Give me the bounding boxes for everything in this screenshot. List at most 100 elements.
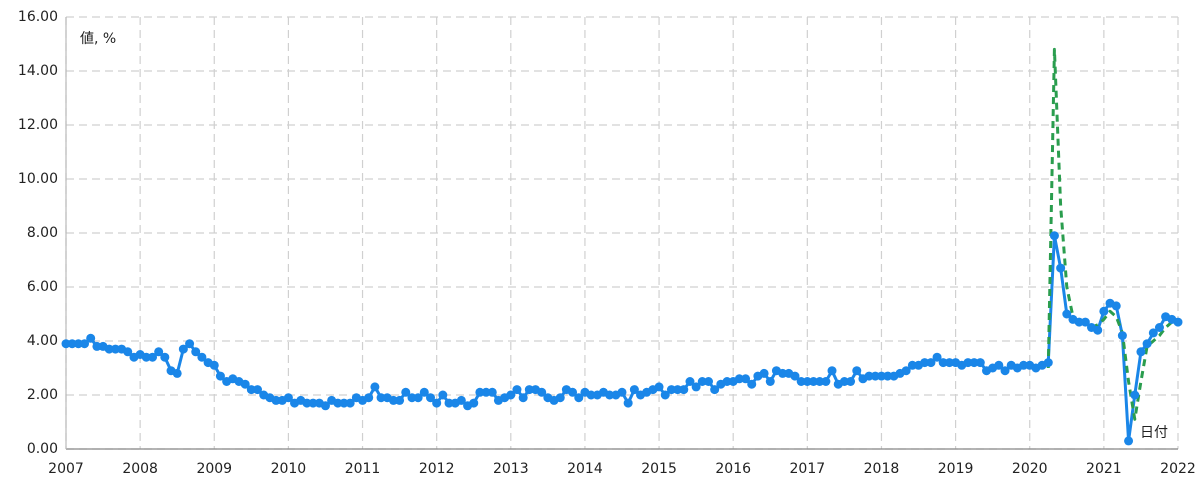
data-point	[876, 371, 886, 381]
data-point	[1056, 263, 1066, 273]
data-point	[759, 368, 769, 378]
data-point	[148, 352, 158, 362]
data-point	[1019, 360, 1029, 370]
data-point	[685, 377, 695, 386]
data-point	[994, 360, 1004, 370]
data-point	[1080, 317, 1090, 327]
data-point	[320, 401, 330, 411]
data-point	[864, 371, 874, 381]
data-point	[469, 398, 479, 408]
data-point	[629, 385, 639, 395]
data-point	[1062, 309, 1072, 319]
data-point	[518, 393, 528, 403]
y-tick-label: 4.00	[27, 333, 58, 349]
data-point	[765, 377, 775, 386]
y-tick-label: 0.00	[27, 441, 58, 457]
data-point	[419, 387, 429, 397]
data-point	[110, 344, 120, 354]
data-point	[512, 385, 522, 395]
data-point	[252, 385, 262, 395]
data-point	[73, 339, 83, 349]
data-point	[481, 387, 491, 397]
data-point	[1043, 358, 1053, 368]
y-tick-label: 12.00	[18, 117, 58, 133]
data-point	[1173, 317, 1183, 327]
data-point	[141, 352, 151, 362]
plot	[61, 47, 1183, 446]
data-point	[555, 393, 565, 403]
data-point	[401, 387, 411, 397]
data-point	[938, 358, 948, 368]
data-point	[537, 387, 547, 397]
data-point	[666, 385, 676, 395]
data-point	[944, 358, 954, 368]
x-tick-label: 2012	[419, 461, 455, 477]
data-point	[852, 366, 862, 376]
data-point	[1093, 325, 1103, 335]
data-point	[741, 374, 751, 384]
y-tick-label: 6.00	[27, 279, 58, 295]
x-tick-label: 2021	[1086, 461, 1122, 477]
x-tick-label: 2017	[790, 461, 826, 477]
data-point	[345, 398, 355, 408]
data-point	[926, 358, 936, 368]
data-point	[691, 382, 701, 392]
data-point	[407, 393, 417, 403]
data-point	[1124, 436, 1134, 446]
y-tick-label: 2.00	[27, 387, 58, 403]
x-tick-label: 2011	[345, 461, 381, 477]
data-point	[710, 385, 720, 395]
data-point	[154, 347, 164, 357]
data-point	[506, 390, 516, 400]
data-point	[1074, 317, 1084, 327]
data-point	[975, 358, 985, 368]
data-point	[475, 387, 485, 397]
data-point	[487, 387, 497, 397]
y-tick-label: 8.00	[27, 225, 58, 241]
x-tick-label: 2016	[715, 461, 751, 477]
data-point	[778, 368, 788, 378]
x-tick-label: 2010	[271, 461, 307, 477]
x-tick-label: 2019	[938, 461, 974, 477]
data-point	[623, 398, 633, 408]
data-point	[240, 379, 250, 389]
data-point	[1000, 366, 1010, 376]
data-point	[364, 393, 374, 403]
x-tick-label: 2009	[196, 461, 232, 477]
data-point	[524, 385, 534, 395]
data-point	[734, 374, 744, 384]
y-axis-label: 値, %	[80, 31, 116, 47]
data-point	[870, 371, 880, 381]
data-point	[654, 382, 664, 392]
series-line	[1046, 47, 1179, 421]
data-point	[333, 398, 343, 408]
data-point	[605, 390, 615, 400]
data-point	[86, 333, 96, 343]
data-point	[160, 352, 170, 362]
data-point	[722, 377, 732, 386]
data-point	[1142, 339, 1152, 349]
y-tick-label: 16.00	[18, 9, 58, 25]
data-point	[907, 360, 917, 370]
data-point	[883, 371, 893, 381]
data-point	[808, 377, 818, 386]
data-point	[790, 371, 800, 381]
data-point	[1111, 301, 1121, 311]
data-point	[104, 344, 114, 354]
data-point	[438, 390, 448, 400]
data-point	[679, 385, 689, 395]
data-point	[1148, 328, 1158, 338]
data-point	[821, 377, 831, 386]
data-point	[370, 382, 380, 392]
data-point	[1099, 306, 1109, 316]
data-point	[901, 366, 911, 376]
data-point	[697, 377, 707, 386]
data-point	[963, 358, 973, 368]
data-point	[827, 366, 837, 376]
data-point	[246, 385, 256, 395]
data-point	[172, 368, 182, 378]
data-point	[1154, 323, 1164, 332]
x-tick-label: 2020	[1012, 461, 1048, 477]
x-tick-label: 2015	[641, 461, 677, 477]
